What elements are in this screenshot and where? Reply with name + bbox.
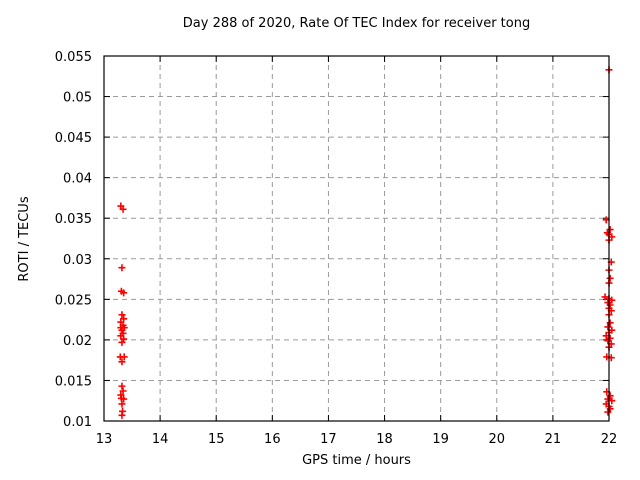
gridlines [104, 56, 609, 421]
ytick-label-0.05: 0.05 [63, 91, 92, 106]
data-point [604, 408, 612, 416]
data-point [119, 205, 127, 213]
ytick-label-0.045: 0.045 [55, 131, 92, 146]
data-point [604, 337, 612, 345]
ytick-label-0.03: 0.03 [63, 253, 92, 268]
xtick-label-18: 18 [376, 432, 393, 447]
data-point [606, 319, 614, 327]
xtick-label-19: 19 [432, 432, 449, 447]
tick-labels: 13 14 15 16 17 18 19 20 21 22 0.01 0.015 0.02 0.025 0.… [55, 50, 617, 447]
xtick-label-17: 17 [320, 432, 337, 447]
axis-ticks [103, 55, 610, 422]
x-axis-label: GPS time / hours [302, 453, 411, 468]
data-point [606, 301, 614, 309]
plot-frame [103, 55, 610, 422]
data-point [120, 353, 128, 361]
data-point [118, 326, 126, 334]
chart-title: Day 288 of 2020, Rate Of TEC Index for r… [182, 16, 531, 31]
data-point [606, 274, 614, 282]
ytick-label-0.035: 0.035 [55, 212, 92, 227]
data-point [604, 323, 612, 331]
data-point [118, 411, 126, 419]
data-point [118, 311, 126, 319]
data-point [118, 338, 126, 346]
ytick-label-0.01: 0.01 [63, 415, 92, 430]
xtick-label-16: 16 [264, 432, 281, 447]
data-points [116, 66, 616, 419]
data-point [118, 264, 126, 272]
xtick-label-21: 21 [545, 432, 562, 447]
data-point [120, 289, 128, 297]
data-point [118, 400, 126, 408]
xtick-label-22: 22 [601, 432, 618, 447]
data-point [604, 395, 612, 403]
data-point [601, 293, 609, 301]
ytick-label-0.04: 0.04 [63, 172, 92, 187]
xtick-label-20: 20 [489, 432, 506, 447]
ytick-label-0.015: 0.015 [55, 374, 92, 389]
xtick-label-13: 13 [96, 432, 113, 447]
xtick-label-14: 14 [152, 432, 169, 447]
ytick-label-0.025: 0.025 [55, 293, 92, 308]
data-point [120, 395, 128, 403]
data-point [119, 387, 127, 395]
data-point [118, 382, 126, 390]
xtick-label-15: 15 [208, 432, 225, 447]
ytick-label-0.055: 0.055 [55, 50, 92, 65]
plot-border [103, 55, 610, 422]
data-point [118, 358, 126, 366]
ytick-label-0.02: 0.02 [63, 334, 92, 349]
